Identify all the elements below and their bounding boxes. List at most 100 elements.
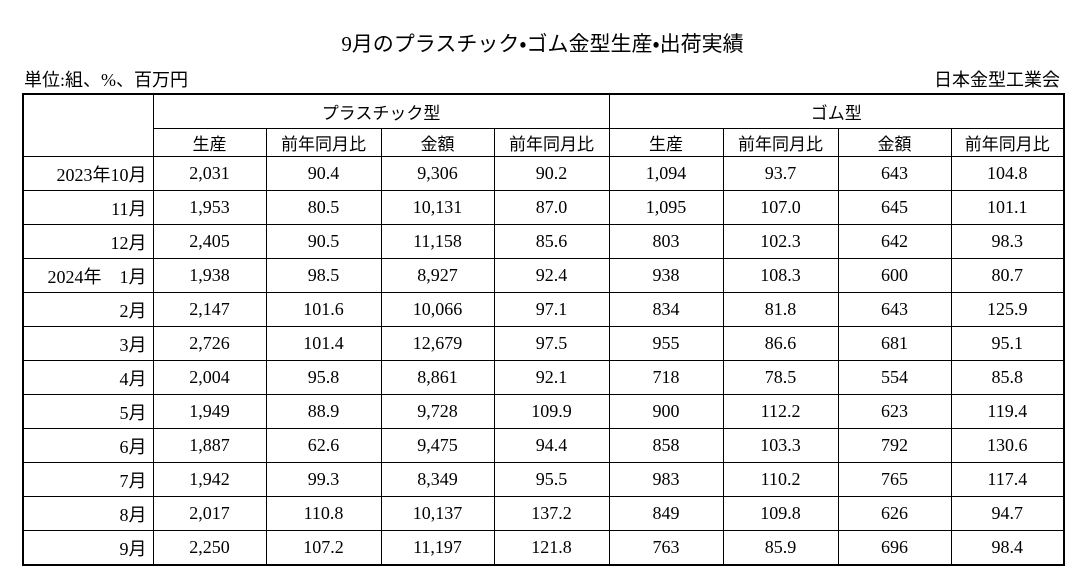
- cell: 9,728: [380, 394, 495, 429]
- cell: 803: [608, 224, 724, 259]
- cell: 9,475: [380, 428, 495, 463]
- row-label: 2023年10月: [22, 156, 154, 191]
- cell: 1,887: [152, 428, 267, 463]
- cell: 1,942: [152, 462, 267, 497]
- column-header: 前年同月比: [722, 128, 839, 157]
- cell: 900: [608, 394, 724, 429]
- cell: 107.2: [265, 530, 382, 566]
- cell: 10,137: [380, 496, 495, 531]
- cell: 102.3: [722, 224, 839, 259]
- cell: 765: [837, 462, 952, 497]
- row-label: 11月: [22, 190, 154, 225]
- cell: 103.3: [722, 428, 839, 463]
- cell: 643: [837, 292, 952, 327]
- header-row: 生産 前年同月比 金額 前年同月比 生産 前年同月比 金額 前年同月比: [23, 128, 1065, 157]
- cell: 81.8: [722, 292, 839, 327]
- cell: 8,861: [380, 360, 495, 395]
- cell: 109.9: [493, 394, 610, 429]
- cell: 623: [837, 394, 952, 429]
- cell: 2,726: [152, 326, 267, 361]
- cell: 117.4: [950, 462, 1065, 497]
- cell: 643: [837, 156, 952, 191]
- data-row: 5月 1,949 88.9 9,728 109.9 900 112.2 623 119.4: [22, 394, 1065, 429]
- cell: 98.4: [950, 530, 1065, 566]
- source: 日本金型工業会: [934, 70, 1060, 90]
- cell: 112.2: [722, 394, 839, 429]
- cell: 87.0: [493, 190, 610, 225]
- column-header: 生産: [152, 128, 267, 157]
- cell: 983: [608, 462, 724, 497]
- cell: 93.7: [722, 156, 839, 191]
- cell: 101.6: [265, 292, 382, 327]
- cell: 90.4: [265, 156, 382, 191]
- cell: 121.8: [493, 530, 610, 566]
- cell: 11,197: [380, 530, 495, 566]
- cell: 849: [608, 496, 724, 531]
- cell: 85.9: [722, 530, 839, 566]
- cell: 955: [608, 326, 724, 361]
- cell: 645: [837, 190, 952, 225]
- data-row: 2月 2,147 101.6 10,066 97.1 834 81.8 643 125.9: [22, 292, 1065, 327]
- row-label: 4月: [22, 360, 154, 395]
- cell: 88.9: [265, 394, 382, 429]
- cell: 2,031: [152, 156, 267, 191]
- cell: 97.1: [493, 292, 610, 327]
- cell: 92.1: [493, 360, 610, 395]
- column-header: 生産: [608, 128, 724, 157]
- cell: 1,938: [152, 258, 267, 293]
- data-table: プラスチック型 ゴム型 生産 前年同月比 金額 前年同月比 生産 前年同月比 金額 前年同月比 2…: [22, 93, 1066, 566]
- row-label: 3月: [22, 326, 154, 361]
- cell: 86.6: [722, 326, 839, 361]
- cell: 8,349: [380, 462, 495, 497]
- cell: 94.4: [493, 428, 610, 463]
- cell: 1,095: [608, 190, 724, 225]
- data-row: 12月 2,405 90.5 11,158 85.6 803 102.3 642 98.3: [22, 224, 1065, 259]
- cell: 101.1: [950, 190, 1065, 225]
- cell: 110.2: [722, 462, 839, 497]
- title: 9月のプラスチック・ゴム金型生産・出荷実績: [341, 32, 744, 56]
- column-header: 前年同月比: [493, 128, 610, 157]
- cell: 626: [837, 496, 952, 531]
- data-row: 3月 2,726 101.4 12,679 97.5 955 86.6 681 95.1: [22, 326, 1065, 361]
- group-header: ゴム型: [608, 93, 1065, 129]
- cell: 101.4: [265, 326, 382, 361]
- cell: 92.4: [493, 258, 610, 293]
- data-row: 9月 2,250 107.2 11,197 121.8 763 85.9 696 98.4: [22, 530, 1065, 566]
- data-row: 2024年 1月 1,938 98.5 8,927 92.4 938 108.3 600 80.…: [22, 258, 1065, 293]
- cell: 1,949: [152, 394, 267, 429]
- cell: 90.2: [493, 156, 610, 191]
- cell: 718: [608, 360, 724, 395]
- cell: 1,953: [152, 190, 267, 225]
- cell: 109.8: [722, 496, 839, 531]
- cell: 763: [608, 530, 724, 566]
- row-label: 7月: [22, 462, 154, 497]
- cell: 12,679: [380, 326, 495, 361]
- cell: 642: [837, 224, 952, 259]
- cell: 95.5: [493, 462, 610, 497]
- column-header: 金額: [380, 128, 495, 157]
- cell: 1,094: [608, 156, 724, 191]
- row-label: 5月: [22, 394, 154, 429]
- cell: 107.0: [722, 190, 839, 225]
- cell: 80.5: [265, 190, 382, 225]
- cell: 130.6: [950, 428, 1065, 463]
- cell: 125.9: [950, 292, 1065, 327]
- cell: 110.8: [265, 496, 382, 531]
- data-row: 8月 2,017 110.8 10,137 137.2 849 109.8 626 94.7: [22, 496, 1065, 531]
- cell: 62.6: [265, 428, 382, 463]
- cell: 98.5: [265, 258, 382, 293]
- cell: 85.8: [950, 360, 1065, 395]
- cell: 97.5: [493, 326, 610, 361]
- cell: 9,306: [380, 156, 495, 191]
- column-header: 金額: [837, 128, 952, 157]
- row-label: 8月: [22, 496, 154, 531]
- cell: 2,147: [152, 292, 267, 327]
- cell: 108.3: [722, 258, 839, 293]
- data-row: 4月 2,004 95.8 8,861 92.1 718 78.5 554 85.8: [22, 360, 1065, 395]
- corner-cell: [22, 93, 154, 157]
- row-label: 12月: [22, 224, 154, 259]
- cell: 80.7: [950, 258, 1065, 293]
- header-row: プラスチック型 ゴム型: [22, 93, 1065, 157]
- cell: 104.8: [950, 156, 1065, 191]
- cell: 858: [608, 428, 724, 463]
